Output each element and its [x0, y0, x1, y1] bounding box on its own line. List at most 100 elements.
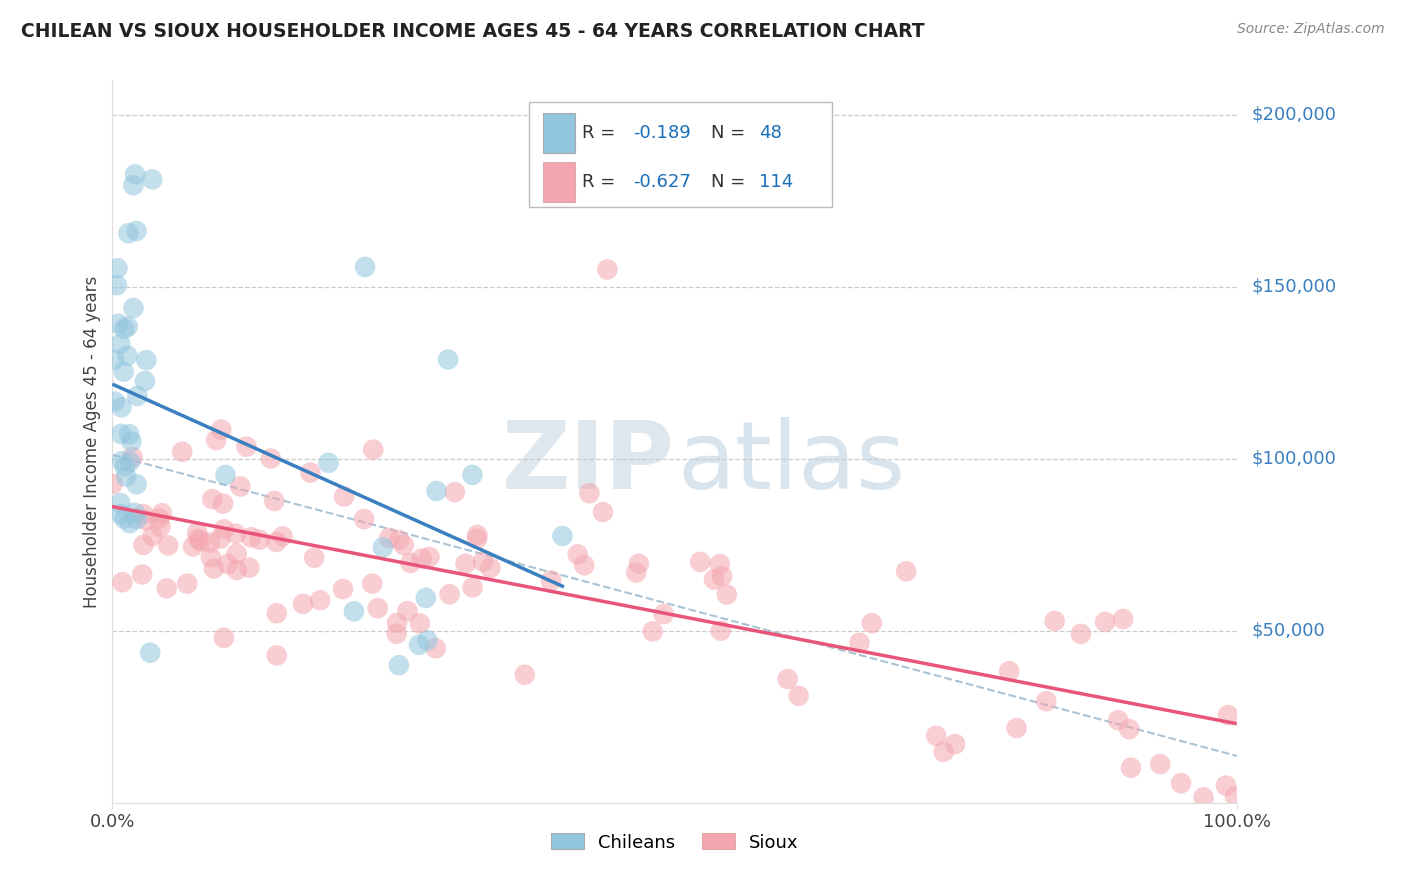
Point — [652, 607, 675, 621]
Point — [388, 533, 411, 547]
Text: $200,000: $200,000 — [1251, 105, 1336, 124]
Point — [371, 541, 394, 555]
Point — [318, 456, 340, 470]
Point — [367, 601, 389, 615]
Point — [416, 633, 439, 648]
Point — [309, 593, 332, 607]
Point — [1005, 721, 1028, 735]
Point — [689, 555, 711, 569]
Text: -0.627: -0.627 — [633, 173, 692, 191]
Point — [238, 560, 260, 574]
Point — [124, 506, 146, 520]
Point — [624, 566, 647, 580]
Point — [385, 626, 408, 640]
Point — [142, 529, 165, 543]
Point — [110, 426, 132, 441]
Point — [172, 444, 194, 458]
Point — [205, 433, 228, 447]
Point — [461, 580, 484, 594]
Point — [235, 440, 257, 454]
Point — [266, 535, 288, 549]
Point — [186, 525, 208, 540]
Point — [787, 689, 810, 703]
Point — [225, 563, 247, 577]
Point — [1107, 713, 1129, 727]
Point — [437, 352, 460, 367]
Point — [122, 301, 145, 315]
Point — [135, 353, 157, 368]
Point — [112, 365, 135, 379]
Point — [627, 557, 650, 571]
Point — [202, 561, 225, 575]
Point — [263, 494, 285, 508]
Point — [567, 547, 589, 561]
Text: -0.189: -0.189 — [633, 124, 690, 142]
Point — [209, 423, 232, 437]
Point — [212, 497, 235, 511]
Point — [127, 389, 149, 403]
Point — [396, 604, 419, 618]
Point — [1119, 761, 1142, 775]
Point — [439, 587, 461, 601]
Point — [260, 451, 283, 466]
Point — [332, 582, 354, 596]
Point — [419, 549, 441, 564]
Point — [225, 526, 247, 541]
Point — [117, 226, 139, 240]
Text: CHILEAN VS SIOUX HOUSEHOLDER INCOME AGES 45 - 64 YEARS CORRELATION CHART: CHILEAN VS SIOUX HOUSEHOLDER INCOME AGES… — [21, 22, 925, 41]
Point — [848, 636, 870, 650]
Point — [392, 538, 415, 552]
Point — [361, 442, 384, 457]
Legend: Chileans, Sioux: Chileans, Sioux — [544, 826, 806, 859]
Point — [896, 564, 918, 578]
Point — [108, 496, 131, 510]
Point — [111, 575, 134, 590]
Point — [513, 667, 536, 681]
Point — [333, 490, 356, 504]
Point — [425, 641, 447, 656]
Text: N =: N = — [711, 173, 751, 191]
Text: $100,000: $100,000 — [1251, 450, 1336, 467]
Point — [596, 262, 619, 277]
Point — [212, 522, 235, 536]
Point — [415, 591, 437, 605]
Point — [125, 224, 148, 238]
Point — [1043, 614, 1066, 628]
Point — [443, 485, 465, 500]
Point — [148, 511, 170, 525]
Point — [716, 588, 738, 602]
Point — [103, 352, 125, 367]
Point — [925, 729, 948, 743]
Point — [776, 672, 799, 686]
Point — [574, 558, 596, 573]
Point — [131, 567, 153, 582]
Point — [1223, 789, 1246, 804]
Point — [125, 512, 148, 526]
Text: 114: 114 — [759, 173, 793, 191]
Point — [118, 427, 141, 442]
Point — [592, 505, 614, 519]
Point — [156, 582, 179, 596]
Point — [139, 646, 162, 660]
Point — [1215, 779, 1237, 793]
Point — [212, 631, 235, 645]
Point — [104, 394, 127, 409]
Point — [107, 317, 129, 331]
Text: R =: R = — [582, 173, 620, 191]
Text: N =: N = — [711, 124, 751, 142]
Point — [132, 538, 155, 552]
Point — [132, 507, 155, 521]
Point — [122, 178, 145, 193]
Point — [200, 550, 222, 565]
Point — [225, 547, 247, 561]
Text: $50,000: $50,000 — [1251, 622, 1324, 640]
Point — [135, 513, 157, 527]
Point — [266, 648, 288, 663]
Text: 48: 48 — [759, 124, 782, 142]
Point — [201, 492, 224, 507]
Point — [860, 616, 883, 631]
Point — [388, 658, 411, 673]
Point — [540, 574, 562, 588]
Point — [641, 624, 664, 639]
Point — [1070, 627, 1092, 641]
